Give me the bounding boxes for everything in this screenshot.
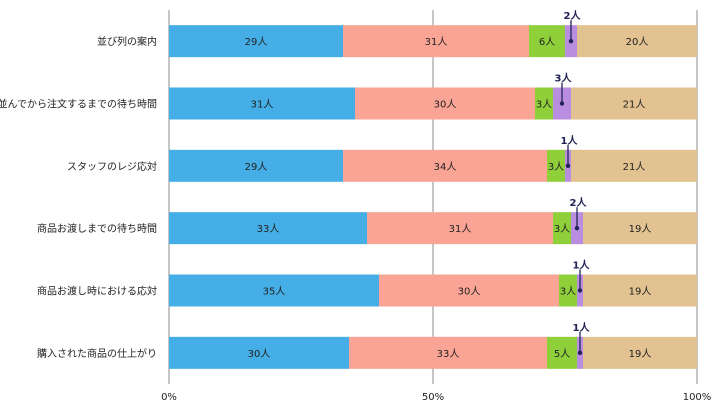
- segment-label: 3人: [536, 99, 552, 111]
- segment-label: 19人: [629, 348, 652, 360]
- callout-dot: [577, 350, 583, 356]
- segment-label: 31人: [251, 99, 274, 111]
- segment-label: 19人: [629, 223, 652, 235]
- bar-segment: [529, 25, 565, 58]
- bar-segment: [583, 212, 697, 245]
- category-label: 並んでから注文するまでの待ち時間: [0, 98, 157, 111]
- grid-lines: [168, 10, 698, 384]
- bar-segment: [169, 149, 343, 182]
- bar-segment: [169, 87, 355, 120]
- callout-label: 3人: [555, 72, 573, 85]
- callout-dot: [568, 38, 574, 44]
- segment-label: 31人: [449, 223, 472, 235]
- callout-label: 1人: [573, 259, 591, 272]
- segment-label: 21人: [623, 161, 646, 173]
- segment-label: 3人: [548, 161, 564, 173]
- bar-segment: [379, 274, 559, 307]
- callout-dot: [577, 288, 583, 293]
- segment-label: 19人: [629, 286, 652, 298]
- x-tick-label: 0%: [161, 392, 177, 403]
- category-label: 商品お渡し時における応対: [37, 285, 157, 298]
- segment-label: 5人: [554, 348, 570, 360]
- bar-segment: [367, 212, 553, 245]
- bar-segment: [553, 212, 571, 245]
- segment-label: 6人: [539, 36, 555, 48]
- bar-segment: [349, 336, 547, 369]
- segment-label: 30人: [434, 99, 457, 111]
- bar-segment: [583, 336, 697, 369]
- callout-label: 1人: [561, 134, 579, 147]
- segment-label: 33人: [437, 348, 460, 360]
- bar-segment: [169, 25, 343, 58]
- segment-label: 31人: [425, 36, 448, 48]
- bar-segment: [169, 212, 367, 245]
- callout-dot: [559, 101, 565, 106]
- bar-segment: [577, 25, 697, 58]
- callout-dot: [565, 163, 571, 169]
- bar-segment: [571, 87, 697, 120]
- segment-label: 3人: [560, 286, 576, 298]
- bar-segment: [169, 274, 379, 307]
- x-tick-label: 50%: [422, 392, 444, 403]
- bar-segment: [547, 336, 577, 369]
- bar-segment: [583, 274, 697, 307]
- category-label: スタッフのレジ応対: [67, 160, 157, 173]
- segment-label: 35人: [263, 286, 286, 298]
- category-label: 並び列の案内: [97, 35, 157, 48]
- segment-label: 20人: [626, 36, 649, 48]
- callout-dot: [574, 225, 580, 231]
- segment-label: 33人: [257, 223, 280, 235]
- segment-label: 3人: [554, 223, 570, 235]
- bar-segment: [355, 87, 535, 120]
- bars: [169, 25, 697, 369]
- bar-segment: [571, 149, 697, 182]
- segment-label: 30人: [458, 286, 481, 298]
- labels: 0% 50% 100% 並び列の案内 29人 31人 6人 2人 20人並んでから注文するまでの…: [0, 9, 711, 403]
- callout-label: 1人: [573, 321, 591, 334]
- segment-label: 30人: [248, 348, 271, 360]
- callout-label: 2人: [564, 9, 582, 22]
- segment-label: 21人: [623, 99, 646, 111]
- bar-segment: [343, 149, 547, 182]
- category-label: 購入された商品の仕上がり: [37, 347, 157, 360]
- bar-segment: [343, 25, 529, 58]
- bar-segment: [169, 336, 349, 369]
- x-tick-label: 100%: [683, 392, 712, 403]
- segment-label: 29人: [245, 161, 268, 173]
- bar-segment: [535, 87, 553, 120]
- category-label: 商品お渡しまでの待ち時間: [37, 222, 157, 235]
- segment-label: 34人: [434, 161, 457, 173]
- bar-segment: [547, 149, 565, 182]
- bar-segment: [559, 274, 577, 307]
- callout-label: 2人: [570, 196, 588, 209]
- segment-label: 29人: [245, 36, 268, 48]
